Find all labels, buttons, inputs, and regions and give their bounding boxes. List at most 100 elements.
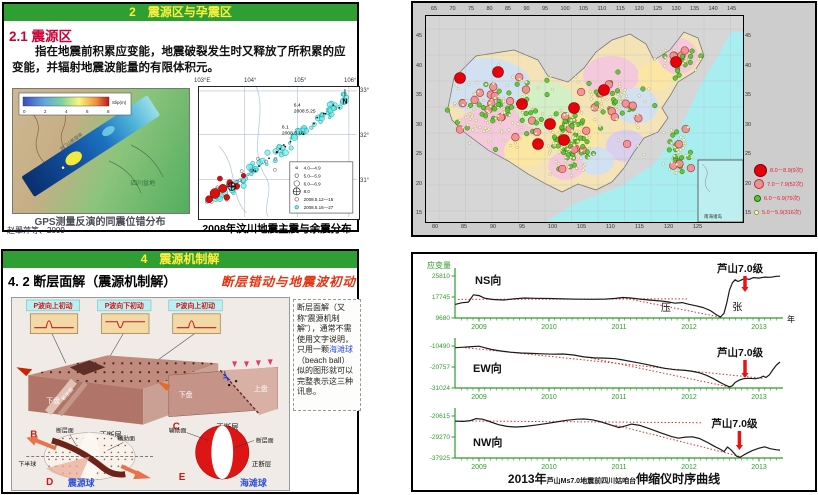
- aftershock-dot: [341, 97, 346, 101]
- earthquake-dot: [551, 134, 557, 140]
- north-label: N: [343, 99, 348, 106]
- earthquake-dot: [636, 144, 640, 148]
- aftershock-dot-open: [249, 168, 254, 173]
- waveform-up: [176, 320, 217, 329]
- earthquake-dot: [574, 160, 578, 164]
- panel-extensometer-timeseries[interactable]: 2009 2010 2011 2012 2013 年 25810 17745 9680 应变量压张…: [411, 252, 817, 492]
- earthquake-dot: [562, 118, 568, 124]
- earthquake-dot: [598, 124, 602, 128]
- earthquake-dot: [568, 148, 572, 152]
- earthquake-dot: [580, 143, 586, 150]
- earthquake-dot: [513, 141, 517, 145]
- trend-line: [615, 424, 740, 457]
- aftershock-dot: [303, 128, 310, 134]
- earthquake-dot: [528, 110, 534, 116]
- map-tick-label: 30: [745, 121, 752, 128]
- aftershock-dot: [296, 128, 302, 135]
- earthquake-dot: [625, 108, 629, 112]
- map-tick-label: 115: [635, 224, 644, 230]
- earthquake-dot: [670, 160, 674, 164]
- block-letter: B: [30, 430, 37, 441]
- earthquake-dot: [518, 77, 522, 81]
- x-tick-label: 2009: [471, 464, 487, 471]
- aftershock-annotation: 2008.5.25: [294, 109, 316, 115]
- earthquake-dot: [685, 153, 689, 157]
- map-tick-label: 25: [416, 151, 423, 157]
- waveform-up: [34, 320, 74, 329]
- map-tick-label: 20: [745, 180, 752, 187]
- earthquake-dot: [475, 88, 485, 97]
- map-tick-label: 40: [416, 62, 423, 69]
- section-title: 2.1 震源区: [9, 29, 73, 44]
- panel-china-seismicity-map[interactable]: 南海诸岛 65 70 75 80 85 90 95 100 105 110 115 120 125 130…: [411, 1, 817, 237]
- earthquake-dot: [609, 90, 615, 96]
- earthquake-dot: [557, 150, 561, 154]
- earthquake-dot: [536, 86, 540, 90]
- component-label: EW向: [473, 361, 502, 375]
- earthquake-dot: [577, 135, 583, 141]
- earthquake-dot: [505, 107, 511, 113]
- earthquake-dot: [552, 141, 556, 145]
- earthquake-dot: [557, 162, 561, 166]
- aftershock-dot-black: [289, 140, 292, 143]
- earthquake-dot: [534, 131, 538, 135]
- legend-label: 2008.5.16—27: [304, 205, 334, 210]
- earthquake-dot: [683, 59, 687, 63]
- earthquake-dot: [690, 155, 694, 159]
- earthquake-dot: [687, 59, 693, 65]
- earthquake-dot: [565, 152, 571, 158]
- earthquake-dot: [614, 88, 621, 94]
- map-tick-label: 70: [449, 6, 456, 12]
- focal-sphere-caption: 震源球: [67, 477, 95, 488]
- earthquake-dot: [566, 147, 570, 151]
- earthquake-dot: [679, 53, 685, 60]
- map-tick-label: 120: [664, 224, 674, 230]
- earthquake-dot: [661, 162, 665, 166]
- earthquake-dot: [484, 82, 488, 86]
- panel-source-zone-slide[interactable]: 2 震源区与孕震区 2.1 震源区 指在地震前积累应变能，地震破裂发生时又释放了…: [2, 2, 369, 235]
- beach-ball-caption: 海滩球: [240, 477, 267, 488]
- earthquake-dot: [520, 79, 524, 83]
- earthquake-dot: [571, 136, 575, 140]
- beach-ball-e: 辅助面 断层面 正断层 E 海滩球: [169, 425, 274, 488]
- earthquake-dot: [473, 92, 477, 96]
- earthquake-dot: [541, 112, 545, 116]
- legend-row: 5.0－5.9(316次): [754, 205, 818, 219]
- component-label: NW向: [473, 435, 502, 449]
- earthquake-dot: [565, 132, 569, 136]
- earthquake-dot: [510, 121, 514, 125]
- earthquake-dot: [619, 93, 623, 97]
- river-line: [256, 87, 270, 217]
- earthquake-dot: [688, 53, 694, 59]
- earthquake-dot: [679, 155, 685, 161]
- lat-label: 33°: [360, 88, 370, 94]
- earthquake-dot: [548, 114, 552, 118]
- map-tick-label: 15: [416, 210, 423, 216]
- earthquake-dot: [521, 85, 531, 94]
- earthquake-dot: [583, 163, 587, 167]
- strong-aftershock-dot: [209, 188, 221, 199]
- earthquake-dot: [493, 146, 499, 152]
- colorbar-tick: 6: [86, 109, 89, 114]
- earthquake-dot: [505, 83, 509, 87]
- aftershock-dot-black: [332, 104, 335, 107]
- earthquake-dot: [483, 126, 487, 130]
- x-tick-label: 2013: [751, 394, 767, 401]
- x-tick-label: 2011: [611, 324, 626, 331]
- earthquake-dot: [492, 106, 498, 112]
- earthquake-dot: [511, 133, 520, 142]
- earthquake-dot: [689, 48, 695, 54]
- map-tick-label: 90: [523, 6, 530, 12]
- lower-hemisphere-label: 下半球: [18, 460, 36, 468]
- aftershock-dot: [309, 125, 314, 130]
- event-label: 芦山7.0级: [717, 262, 764, 275]
- x-tick-label: 2011: [611, 394, 626, 401]
- slide-subtitle: 断层错动与地震波初动: [220, 275, 356, 289]
- earthquake-dot: [490, 118, 496, 124]
- trend-line: [622, 297, 722, 318]
- aftershock-dot: [240, 182, 247, 189]
- aftershock-dot: [259, 157, 266, 164]
- earthquake-dot: [486, 121, 490, 125]
- panel-focal-mechanism-slide[interactable]: 4 震源机制解 4. 2 断层面解（震源机制解） 断层错动与地震波初动 P波向上…: [1, 249, 361, 494]
